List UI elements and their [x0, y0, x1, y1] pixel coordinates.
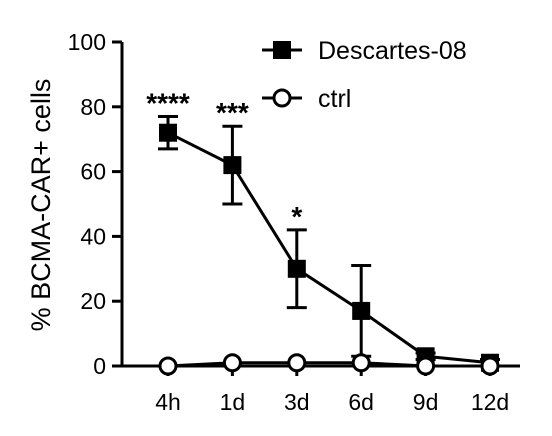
y-tick-label: 60	[80, 159, 106, 185]
legend-label: ctrl	[318, 85, 351, 113]
significance-label: ****	[146, 88, 190, 119]
legend-marker	[272, 88, 292, 108]
data-point	[352, 301, 371, 320]
y-tick-label: 20	[80, 288, 106, 314]
data-point	[287, 353, 307, 373]
legend: Descartes-08 ctrl	[262, 37, 467, 113]
y-tick-label: 0	[93, 353, 106, 379]
series-descartes-08	[158, 115, 500, 372]
x-tick-label: 6d	[348, 389, 374, 415]
series-group	[158, 115, 500, 376]
legend-label: Descartes-08	[318, 37, 467, 65]
x-tick-label: 3d	[284, 389, 310, 415]
annotations: **** ****	[146, 88, 302, 232]
data-point	[159, 123, 177, 142]
data-point	[223, 156, 242, 175]
legend-item-ctrl: ctrl	[262, 85, 351, 113]
series-ctrl	[158, 353, 500, 376]
y-ticks: 0 20 40 60 80 100	[68, 29, 122, 379]
legend-item-descartes-08: Descartes-08	[262, 37, 467, 65]
significance-label: *	[291, 201, 302, 232]
data-point	[480, 356, 500, 376]
significance-label: ***	[216, 97, 249, 128]
y-axis-label: % BCMA-CAR+ cells	[26, 79, 56, 332]
x-tick-label: 4h	[155, 389, 181, 415]
x-tick-label: 9d	[413, 389, 439, 415]
y-tick-label: 40	[80, 223, 106, 249]
x-ticks: 4h 1d 3d 6d 9d 12d	[155, 366, 509, 415]
data-point	[416, 356, 436, 376]
x-tick-label: 1d	[220, 389, 246, 415]
legend-marker	[273, 41, 291, 59]
data-point	[287, 259, 306, 278]
series-line	[167, 131, 491, 365]
data-point	[158, 356, 178, 376]
data-point	[351, 353, 371, 373]
series-line	[167, 361, 490, 368]
y-tick-label: 80	[80, 94, 106, 120]
y-tick-label: 100	[68, 29, 106, 55]
data-point	[222, 353, 242, 373]
x-tick-label: 12d	[471, 389, 509, 415]
